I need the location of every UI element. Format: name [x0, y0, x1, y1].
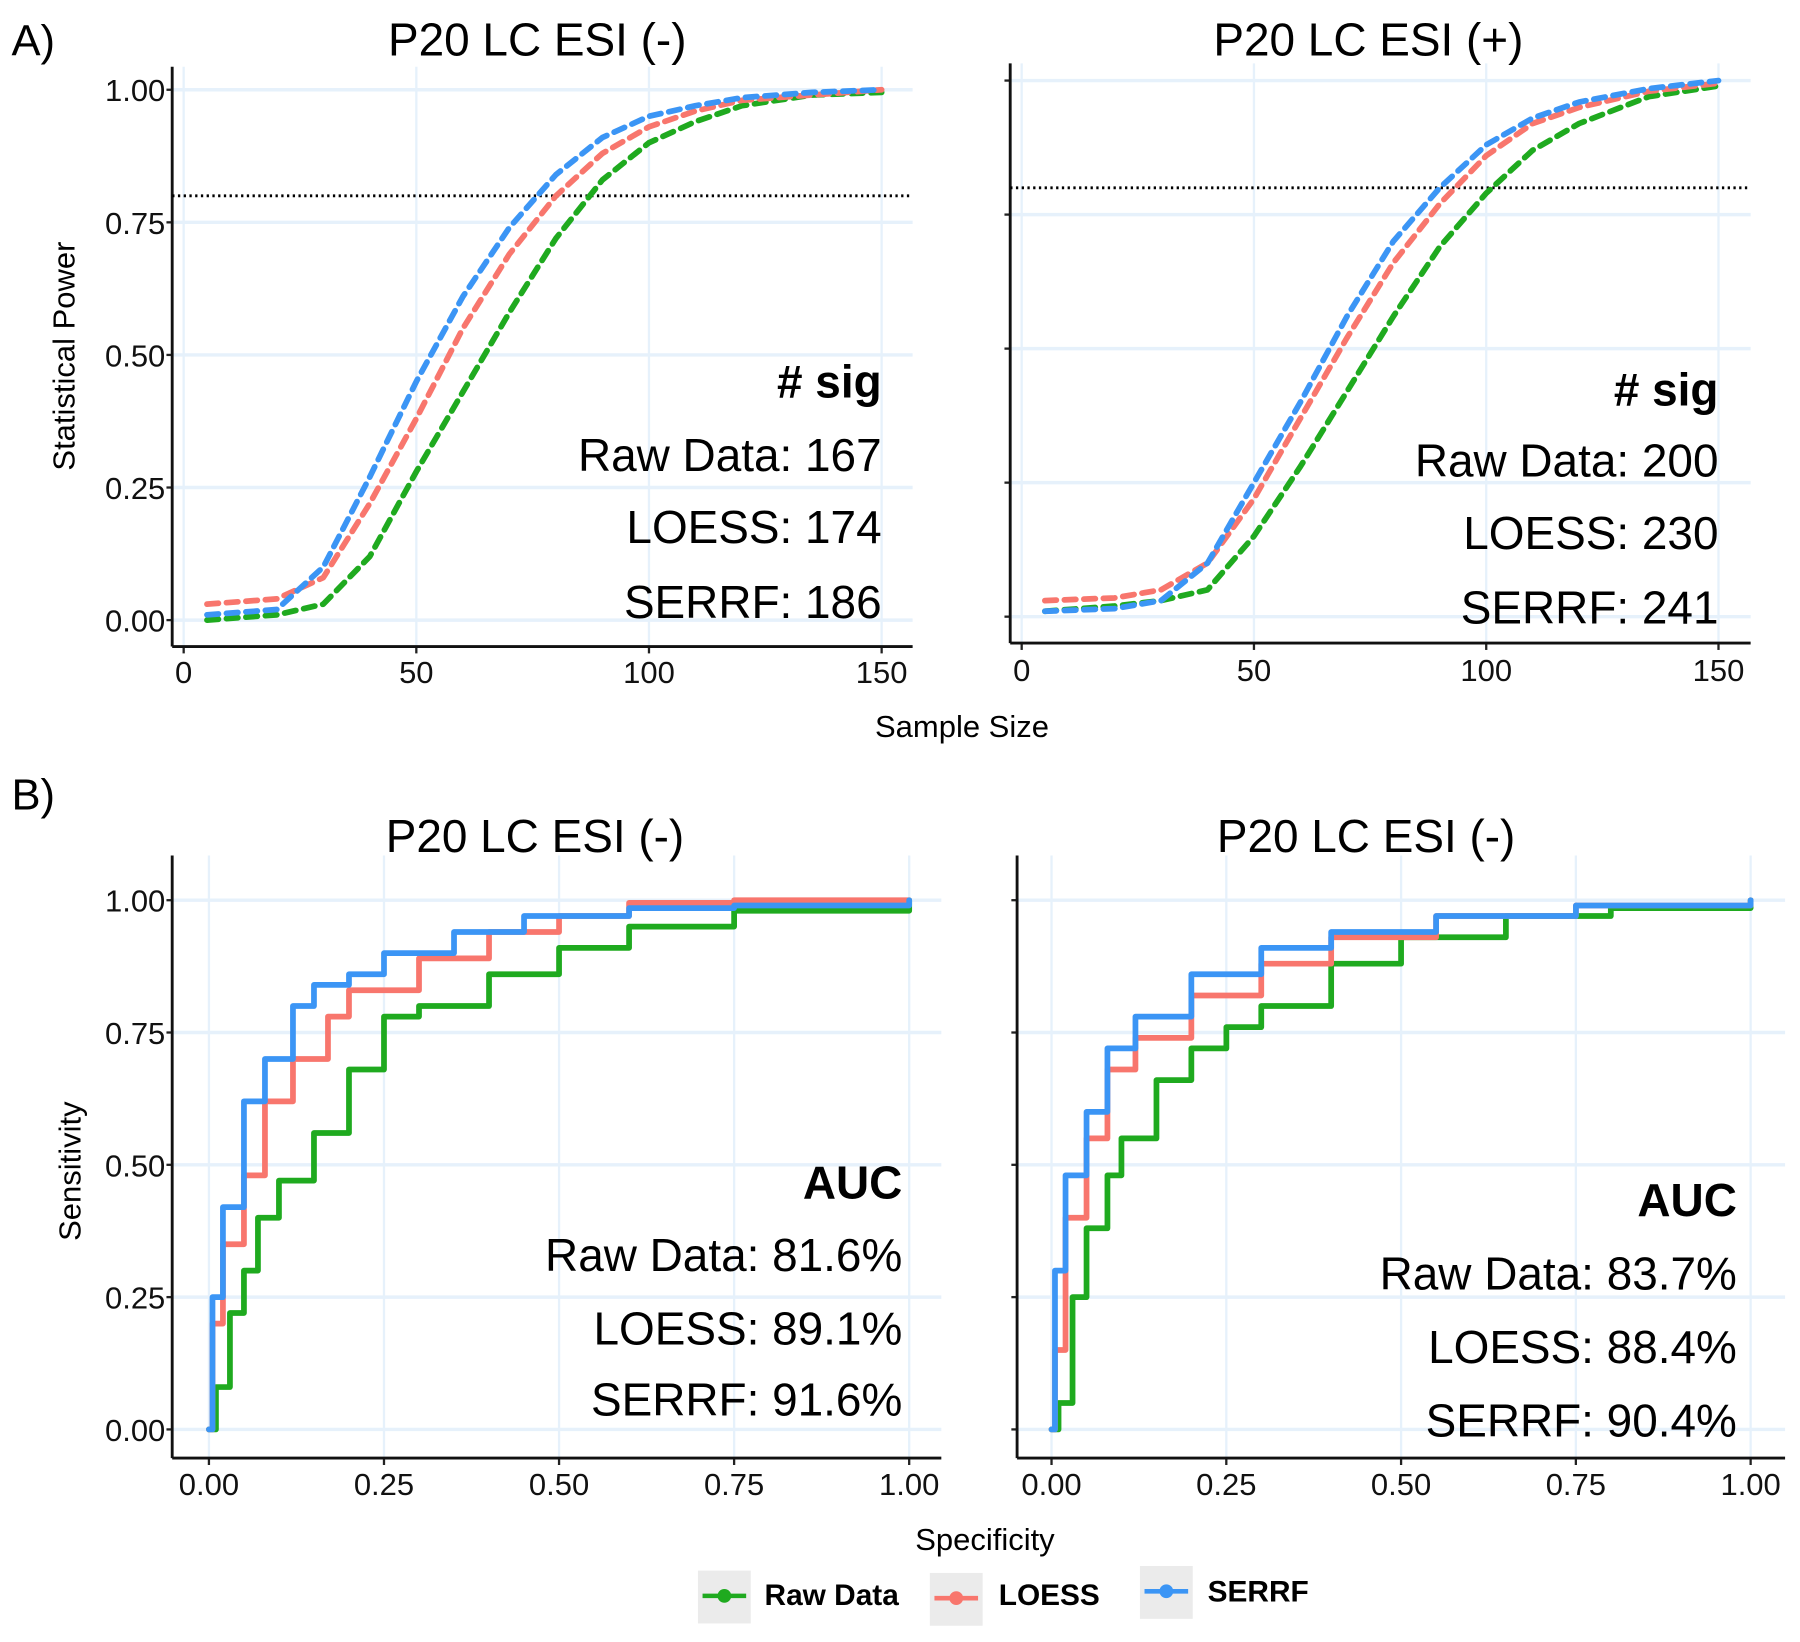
- y-tick-label: 1.00: [105, 73, 165, 108]
- plot-panel-4: 0.00 0.25 0.50 0.75 1.00: [1011, 855, 1786, 1502]
- chart-title-b-left: P20 LC ESI (-): [386, 810, 684, 862]
- x-tick-label: 1.00: [1720, 1467, 1780, 1502]
- legend-marker: [717, 1588, 732, 1603]
- annotation-line: SERRF: 241: [1461, 582, 1719, 634]
- x-tick-label: 50: [1237, 653, 1271, 688]
- legend: Raw Data LOESS SERRF: [697, 1566, 1309, 1626]
- x-tick-label: 50: [399, 655, 433, 690]
- chart-title-b-right: P20 LC ESI (-): [1217, 810, 1515, 862]
- annotation-line: Raw Data: 83.7%: [1380, 1247, 1737, 1299]
- x-tick-label: 0.00: [1021, 1467, 1081, 1502]
- x-tick-label: 0.75: [1546, 1467, 1606, 1502]
- series-line-raw-data: [1048, 897, 1754, 1433]
- x-tick-label: 150: [1693, 653, 1745, 688]
- y-tick-label: 0.00: [105, 604, 165, 639]
- x-axis-label-a: Sample Size: [875, 709, 1049, 744]
- legend-label: Raw Data: [765, 1579, 900, 1612]
- annotation-line: LOESS: 230: [1463, 507, 1718, 559]
- x-tick-label: 150: [856, 655, 908, 690]
- y-axis-label-b: Sensitivity: [52, 1101, 87, 1241]
- annotation-line: Raw Data: 167: [578, 429, 882, 481]
- x-tick-label: 0.25: [354, 1467, 414, 1502]
- annotation-line: Raw Data: 200: [1415, 435, 1719, 487]
- series-line-raw-data: [204, 89, 885, 623]
- x-axis-label-b: Specificity: [915, 1522, 1055, 1557]
- series-line-raw-data: [1042, 83, 1722, 615]
- annotation-heading: AUC: [1637, 1174, 1736, 1226]
- annotation-heading: # sig: [1614, 363, 1719, 415]
- annotation-line: LOESS: 174: [626, 501, 881, 553]
- annotation-heading: # sig: [777, 355, 882, 407]
- series-line-serrf: [1042, 77, 1722, 615]
- y-tick-label: 0.75: [105, 1016, 165, 1051]
- series-line-loess: [1042, 80, 1722, 604]
- panel-label-a: A): [11, 17, 55, 65]
- series-line-serrf: [206, 897, 913, 1433]
- annotation-line: Raw Data: 81.6%: [545, 1229, 902, 1281]
- x-tick-label: 0.25: [1196, 1467, 1256, 1502]
- annotation-line: LOESS: 89.1%: [594, 1302, 903, 1354]
- x-tick-label: 0: [1013, 653, 1030, 688]
- legend-item-loess: LOESS: [929, 1572, 1100, 1626]
- legend-marker: [949, 1591, 964, 1606]
- annotation-heading: AUC: [803, 1157, 902, 1209]
- y-tick-label: 0.50: [105, 1148, 165, 1183]
- x-tick-label: 1.00: [879, 1467, 939, 1502]
- y-tick-label: 0.75: [105, 206, 165, 241]
- chart-title-a-left: P20 LC ESI (-): [388, 13, 686, 65]
- plot-panel-2: 0 50 100 150: [1004, 63, 1751, 688]
- annotation-line: SERRF: 90.4%: [1426, 1394, 1737, 1446]
- y-axis-label-a: Statistical Power: [47, 242, 82, 471]
- y-tick-label: 0.50: [105, 338, 165, 373]
- x-tick-label: 0.50: [1371, 1467, 1431, 1502]
- annotation-b-left: AUC Raw Data: 81.6% LOESS: 89.1% SERRF: …: [545, 1157, 902, 1426]
- series-line-serrf: [204, 86, 885, 618]
- series-line-loess: [204, 86, 885, 608]
- series-line-raw-data: [206, 897, 913, 1433]
- x-tick-label: 100: [1460, 653, 1512, 688]
- x-tick-label: 0: [175, 655, 192, 690]
- legend-label: SERRF: [1208, 1576, 1309, 1609]
- legend-item-serrf: SERRF: [1139, 1566, 1309, 1619]
- x-tick-label: 0.50: [529, 1467, 589, 1502]
- y-tick-label: 0.25: [105, 471, 165, 506]
- plot-panel-1: 0 50 100 150 0.00 0.25 0.50 0.75 1.00: [105, 66, 913, 690]
- annotation-a-right: # sig Raw Data: 200 LOESS: 230 SERRF: 24…: [1415, 363, 1719, 633]
- x-tick-label: 0.00: [179, 1467, 239, 1502]
- annotation-line: SERRF: 91.6%: [591, 1374, 902, 1426]
- annotation-line: SERRF: 186: [624, 576, 882, 628]
- x-tick-label: 100: [623, 655, 675, 690]
- x-tick-label: 0.75: [704, 1467, 764, 1502]
- annotation-a-left: # sig Raw Data: 167 LOESS: 174 SERRF: 18…: [578, 355, 882, 627]
- y-tick-label: 1.00: [105, 884, 165, 919]
- legend-item-raw-data: Raw Data: [697, 1570, 900, 1624]
- plot-panel-3: 0.00 0.25 0.50 0.75 1.00 0.00 0.25 0.50 0.75 1.00: [105, 855, 942, 1502]
- y-tick-label: 0.00: [105, 1413, 165, 1448]
- panel-label-b: B): [11, 772, 55, 820]
- chart-title-a-right: P20 LC ESI (+): [1213, 13, 1523, 65]
- series-line-serrf: [1048, 897, 1754, 1433]
- y-tick-label: 0.25: [105, 1281, 165, 1316]
- annotation-b-right: AUC Raw Data: 83.7% LOESS: 88.4% SERRF: …: [1380, 1174, 1737, 1446]
- annotation-line: LOESS: 88.4%: [1428, 1321, 1737, 1373]
- legend-label: LOESS: [999, 1579, 1100, 1612]
- legend-marker: [1159, 1584, 1174, 1599]
